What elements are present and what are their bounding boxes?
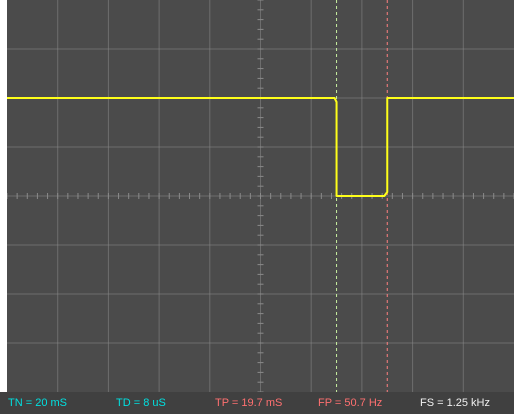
graticule-grid xyxy=(7,0,514,392)
time-delay-readout: TD = 8 uS xyxy=(116,397,166,409)
waveform-display[interactable] xyxy=(7,0,514,392)
measurement-status-bar: TN = 20 mS TD = 8 uS TP = 19.7 mS FP = 5… xyxy=(0,392,514,414)
signal-waveform-line xyxy=(7,97,514,197)
period-readout: TP = 19.7 mS xyxy=(215,397,283,409)
time-per-division-readout: TN = 20 mS xyxy=(8,397,67,409)
sample-rate-readout: FS = 1.25 kHz xyxy=(420,397,491,409)
measurement-cursors[interactable] xyxy=(336,0,388,392)
signal-trace xyxy=(7,97,514,197)
oscilloscope-screen[interactable] xyxy=(7,0,514,392)
frequency-readout: FP = 50.7 Hz xyxy=(318,397,383,409)
